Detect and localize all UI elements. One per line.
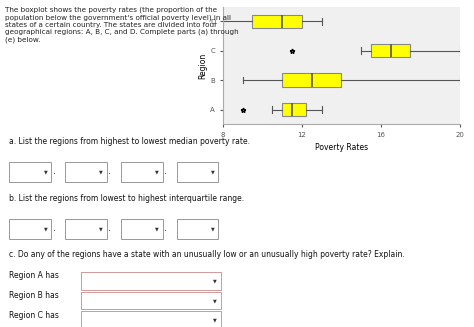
Text: ▼: ▼ [155,169,159,175]
FancyBboxPatch shape [121,219,163,239]
FancyBboxPatch shape [65,162,107,182]
Text: ▼: ▼ [211,169,215,175]
FancyBboxPatch shape [9,219,51,239]
Text: ▼: ▼ [100,226,103,232]
PathPatch shape [371,44,410,57]
X-axis label: Poverty Rates: Poverty Rates [315,144,368,152]
Text: .: . [109,166,111,176]
FancyBboxPatch shape [177,162,219,182]
Text: .: . [164,223,167,233]
Text: ▼: ▼ [100,169,103,175]
FancyBboxPatch shape [9,162,51,182]
PathPatch shape [282,74,341,87]
Text: Region B has: Region B has [9,291,59,300]
Text: The boxplot shows the poverty rates (the proportion of the
population below the : The boxplot shows the poverty rates (the… [5,7,238,43]
Text: .: . [164,166,167,176]
FancyBboxPatch shape [121,162,163,182]
FancyBboxPatch shape [82,272,221,290]
Text: .: . [53,166,55,176]
FancyBboxPatch shape [177,219,219,239]
PathPatch shape [252,15,302,28]
Text: ▼: ▼ [213,298,217,303]
Text: ▼: ▼ [44,226,47,232]
Text: Region C has: Region C has [9,311,59,320]
FancyBboxPatch shape [82,311,221,327]
Text: .: . [53,223,55,233]
Text: ▼: ▼ [44,169,47,175]
PathPatch shape [282,103,306,116]
Text: .: . [109,223,111,233]
Text: ▼: ▼ [213,318,217,323]
Text: b. List the regions from lowest to highest interquartile range.: b. List the regions from lowest to highe… [9,194,245,203]
Text: Region A has: Region A has [9,271,59,281]
Text: ▼: ▼ [213,278,217,284]
Text: ▼: ▼ [211,226,215,232]
Text: c. Do any of the regions have a state with an unusually low or an unusually high: c. Do any of the regions have a state wi… [9,250,405,260]
FancyBboxPatch shape [82,292,221,309]
FancyBboxPatch shape [65,219,107,239]
Text: a. List the regions from highest to lowest median poverty rate.: a. List the regions from highest to lowe… [9,137,250,146]
Text: ▼: ▼ [155,226,159,232]
Y-axis label: Region: Region [198,52,207,78]
